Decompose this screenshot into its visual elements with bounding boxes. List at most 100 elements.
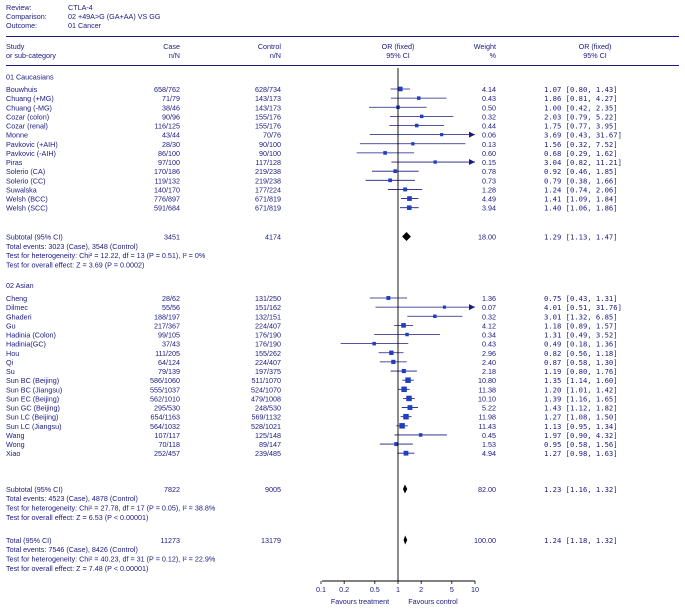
study-name: Monne <box>6 131 28 140</box>
case-value: 654/1163 <box>151 413 180 422</box>
study-name: Bouwhuis <box>6 85 38 94</box>
case-value: 776/897 <box>154 195 180 204</box>
or-ci-value: 1.40 [1.06, 1.86] <box>544 204 618 213</box>
study-name: Welsh (BCC) <box>6 195 48 204</box>
effect-square <box>407 196 412 201</box>
control-value: 155/176 <box>255 122 281 131</box>
control-value: 143/173 <box>255 103 281 112</box>
subtotal-label: Subtotal (95% CI) <box>6 485 63 494</box>
study-name: Sun BC (Beijing) <box>6 376 59 385</box>
study-name: Sun GC (Beijing) <box>6 404 60 413</box>
overall-effect-test: Test for overall effect: Z = 6.53 (P < 0… <box>6 513 148 522</box>
study-name: Chuang (-MG) <box>6 103 52 112</box>
control-value: 224/407 <box>255 358 281 367</box>
subtotal-control: 9005 <box>265 485 281 494</box>
study-name: Wong <box>6 440 25 449</box>
control-value: 224/407 <box>255 321 281 330</box>
study-name: Gu <box>6 321 16 330</box>
pooled-diamond <box>402 484 408 494</box>
effect-square <box>383 151 387 155</box>
effect-square <box>393 169 398 174</box>
weight-value: 0.50 <box>482 103 496 112</box>
weight-value: 0.07 <box>482 303 496 312</box>
effect-square <box>442 305 447 309</box>
control-value: 569/1132 <box>252 413 281 422</box>
control-value: 131/250 <box>255 294 281 303</box>
or-ci-value: 1.41 [1.09, 1.84] <box>544 195 618 204</box>
col-orci-2: 95% CI <box>583 51 607 60</box>
x-tick-label: 1 <box>396 585 400 594</box>
control-value: 248/530 <box>255 404 281 413</box>
ci-arrow-right <box>469 304 475 311</box>
effect-square <box>433 314 437 318</box>
study-name: Welsh (SCC) <box>6 204 48 213</box>
x-label-left: Favours treatment <box>331 597 389 606</box>
case-value: 217/367 <box>154 321 180 330</box>
ci-arrow-right <box>469 131 475 138</box>
subtotal-or-ci: 1.29 [1.13, 1.47] <box>544 233 618 242</box>
or-ci-value: 3.01 [1.32, 6.85] <box>544 312 618 321</box>
study-name: Cozar (renal) <box>6 122 48 131</box>
weight-value: 0.43 <box>482 94 496 103</box>
study-name: Sun LC (Jiangsu) <box>6 422 62 431</box>
weight-value: 3.94 <box>482 204 496 213</box>
or-ci-value: 0.95 [0.58, 1.56] <box>544 440 618 449</box>
subtotal-weight: 18.00 <box>478 233 496 242</box>
or-ci-value: 0.87 [0.58, 1.30] <box>544 358 618 367</box>
effect-square <box>391 359 396 365</box>
effect-square <box>386 296 391 300</box>
weight-value: 11.43 <box>479 422 496 431</box>
or-ci-value: 1.35 [1.14, 1.60] <box>544 376 618 385</box>
effect-square <box>440 133 444 137</box>
effect-square <box>401 386 407 393</box>
weight-value: 2.96 <box>482 349 496 358</box>
x-tick-label: 5 <box>450 585 454 594</box>
effect-square <box>405 332 409 337</box>
or-ci-value: 1.18 [0.89, 1.57] <box>544 321 618 330</box>
case-value: 119/132 <box>155 176 180 185</box>
or-ci-value: 1.00 [0.42, 2.35] <box>544 103 618 112</box>
or-ci-value: 1.13 [0.95, 1.34] <box>544 422 618 431</box>
x-tick-label: 0.1 <box>316 585 326 594</box>
review-line: Review: CTLA-4 <box>6 3 160 12</box>
effect-square <box>394 442 399 447</box>
effect-square <box>433 160 437 164</box>
subtotal-control: 13179 <box>261 536 281 545</box>
column-divider <box>6 65 679 66</box>
comparison-line: Comparison: 02 +49A>G (GA+AA) VS GG <box>6 12 160 21</box>
weight-value: 0.32 <box>482 112 496 121</box>
x-tick-label: 0.5 <box>370 585 380 594</box>
or-ci-value: 1.24 [0.74, 2.06] <box>544 185 618 194</box>
weight-value: 2.18 <box>482 367 496 376</box>
or-ci-value: 1.39 [1.16, 1.65] <box>544 394 618 403</box>
subtotal-or-ci: 1.23 [1.16, 1.32] <box>544 485 618 494</box>
column-headers: Study or sub-category Case n/N Control n… <box>6 42 611 60</box>
col-case-1: Case <box>163 42 180 51</box>
outcome-label: Outcome: <box>6 21 38 30</box>
control-value: 671/819 <box>255 195 281 204</box>
pooled-diamond <box>402 232 411 241</box>
or-ci-value: 1.27 [0.98, 1.63] <box>544 449 618 458</box>
case-value: 591/684 <box>154 204 180 213</box>
or-ci-value: 0.92 [0.46, 1.85] <box>544 167 618 176</box>
case-value: 564/1032 <box>150 422 180 431</box>
weight-value: 11.38 <box>479 385 496 394</box>
subtotal-case: 7822 <box>164 485 180 494</box>
study-name: Cheng <box>6 294 27 303</box>
control-value: 524/1070 <box>251 385 281 394</box>
weight-value: 0.43 <box>482 340 496 349</box>
case-value: 188/197 <box>154 312 180 321</box>
control-value: 143/173 <box>255 94 281 103</box>
study-name: Sun BC (Jiangsu) <box>6 385 62 394</box>
effect-square <box>397 86 403 92</box>
col-orci-1: OR (fixed) <box>579 42 612 51</box>
subtotal-weight: 82.00 <box>478 485 496 494</box>
header-divider <box>6 36 679 37</box>
subtotal-or-ci: 1.24 [1.18, 1.32] <box>544 536 618 545</box>
or-ci-value: 1.56 [0.32, 7.52] <box>544 140 618 149</box>
weight-value: 10.10 <box>478 394 496 403</box>
control-value: 239/485 <box>255 449 281 458</box>
case-value: 28/62 <box>162 294 180 303</box>
or-ci-value: 1.07 [0.80, 1.43] <box>544 85 618 94</box>
